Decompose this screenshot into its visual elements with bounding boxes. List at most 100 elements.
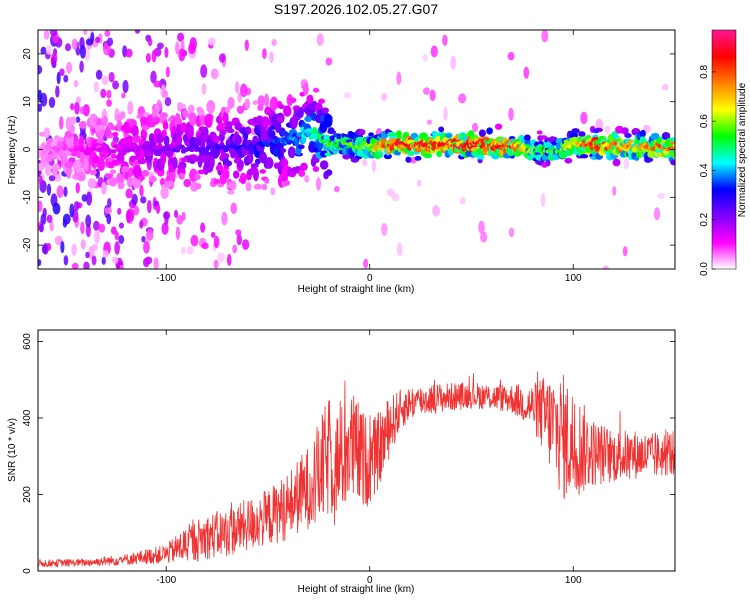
heatmap-ridge-cell: [253, 183, 263, 190]
x-tick-label: 0: [367, 273, 373, 284]
heatmap-ridge-cell: [238, 177, 247, 183]
heatmap-noise-cell: [235, 229, 242, 236]
heatmap-noise-cell: [381, 223, 388, 236]
heatmap-noise-cell: [38, 89, 43, 102]
heatmap-ridge-cell: [304, 116, 313, 122]
heatmap-noise-cell: [430, 45, 438, 58]
heatmap-noise-cell: [173, 209, 179, 218]
x-tick-label: 0: [367, 575, 373, 586]
heatmap-noise-cell: [507, 51, 515, 61]
y-tick-label: 0: [22, 146, 33, 152]
heatmap-noise-cell: [40, 46, 47, 55]
heatmap-noise-cell: [75, 116, 81, 123]
heatmap-noise-cell: [83, 261, 90, 269]
heatmap-ridge-cell: [270, 187, 276, 196]
heatmap-noise-cell: [201, 82, 207, 95]
heatmap-noise-cell: [126, 208, 135, 222]
heatmap-noise-cell: [145, 53, 151, 63]
heatmap-ridge-cell: [190, 181, 199, 192]
heatmap-ridge-cell: [486, 127, 493, 135]
y-tick-label: 200: [22, 486, 33, 503]
heatmap-ridge-cell: [236, 105, 245, 114]
heatmap-noise-cell: [108, 71, 115, 83]
heatmap-noise-cell: [106, 37, 114, 47]
heatmap-ridge-cell: [269, 130, 276, 139]
heatmap-noise-cell: [65, 61, 73, 74]
heatmap-noise-cell: [45, 45, 52, 55]
heatmap-noise-cell: [208, 37, 216, 46]
heatmap-ridge-core: [110, 149, 117, 154]
heatmap-ridge-cell: [159, 158, 165, 172]
heatmap-ridge-cell: [276, 116, 284, 122]
colorbar-tick-label: 0.6: [699, 114, 710, 128]
heatmap-noise-cell: [200, 64, 208, 78]
heatmap-noise-cell: [230, 202, 238, 214]
heatmap-ridge-cell: [315, 177, 321, 191]
heatmap-ridge-cell: [179, 122, 188, 133]
heatmap-ridge-cell: [225, 121, 234, 128]
heatmap-ridge-cell: [564, 157, 573, 164]
heatmap-ridge-cell: [304, 175, 310, 183]
heatmap-ridge-cell: [197, 169, 205, 175]
heatmap-noise-cell: [46, 214, 53, 223]
heatmap-ridge-cell: [97, 124, 105, 130]
heatmap-ridge-cell: [140, 116, 149, 126]
heatmap-noise-cell: [164, 211, 169, 226]
snr-axes: -100 0 100 0 200 400 600: [22, 330, 675, 586]
heatmap-noise-cell: [429, 89, 436, 102]
heatmap-noise-cell: [161, 222, 169, 235]
heatmap-ridge-cell: [56, 137, 66, 142]
heatmap-ridge-cell: [536, 130, 543, 135]
heatmap-ridge-cell: [395, 130, 402, 138]
heatmap-ridge-cell: [69, 116, 77, 125]
heatmap-noise-cell: [164, 97, 172, 107]
heatmap-noise-cell: [46, 183, 52, 196]
heatmap-ridge-cell: [650, 132, 660, 141]
heatmap-ridge-cell: [246, 151, 254, 165]
heatmap-noise-cell: [391, 193, 400, 202]
heatmap-ridge-cell: [405, 156, 412, 163]
heatmap-noise-cell: [48, 175, 56, 182]
heatmap-ridge-cell: [77, 171, 86, 182]
heatmap-noise-cell: [141, 235, 146, 243]
heatmap-ridge-cell: [158, 112, 168, 119]
heatmap-ridge-cell: [355, 136, 365, 142]
colorbar-ticks: 0.0 0.2 0.4 0.6 0.8: [699, 64, 716, 276]
heatmap-noise-cell: [147, 37, 153, 47]
heatmap-noise-cell: [100, 88, 107, 99]
heatmap-noise-cell: [623, 158, 630, 170]
heatmap-ridge-cell: [579, 154, 589, 159]
heatmap-ridge-cell: [83, 157, 89, 172]
heatmap-noise-cell: [381, 93, 388, 101]
heatmap-noise-cell: [43, 30, 50, 40]
heatmap-noise-cell: [226, 253, 232, 266]
heatmap-noise-cell: [117, 207, 122, 215]
heatmap-ridge-cell: [436, 150, 443, 158]
heatmap-ridge-cell: [245, 126, 252, 135]
heatmap-ridge-cell: [171, 156, 178, 170]
heatmap-noise-cell: [363, 258, 369, 269]
heatmap-ridge-cell: [112, 131, 119, 137]
heatmap-ridge-cell: [647, 150, 656, 159]
heatmap-ridge-cell: [194, 173, 201, 181]
heatmap-noise-cell: [93, 220, 100, 231]
heatmap-noise-cell: [386, 188, 395, 197]
heatmap-noise-cell: [186, 246, 194, 255]
heatmap-noise-cell: [236, 233, 242, 246]
heatmap-ridge-cell: [523, 134, 531, 142]
heatmap-noise-cell: [480, 231, 488, 243]
heatmap-ridge-cell: [109, 177, 118, 187]
heatmap-ridge-cell: [75, 160, 85, 174]
colorbar: 0.0 0.2 0.4 0.6 0.8 Normalized spectral ampl…: [699, 29, 748, 276]
heatmap-ridge-cell: [69, 124, 75, 134]
heatmap-noise-cell: [119, 264, 125, 269]
heatmap-noise-cell: [271, 38, 277, 46]
heatmap-ridge-cell: [302, 82, 309, 96]
heatmap-noise-cell: [83, 30, 88, 36]
heatmap-noise-cell: [60, 240, 65, 254]
heatmap-ridge-cell: [670, 159, 675, 166]
heatmap-ridge-cell: [104, 173, 114, 179]
heatmap-noise-cell: [101, 75, 109, 85]
